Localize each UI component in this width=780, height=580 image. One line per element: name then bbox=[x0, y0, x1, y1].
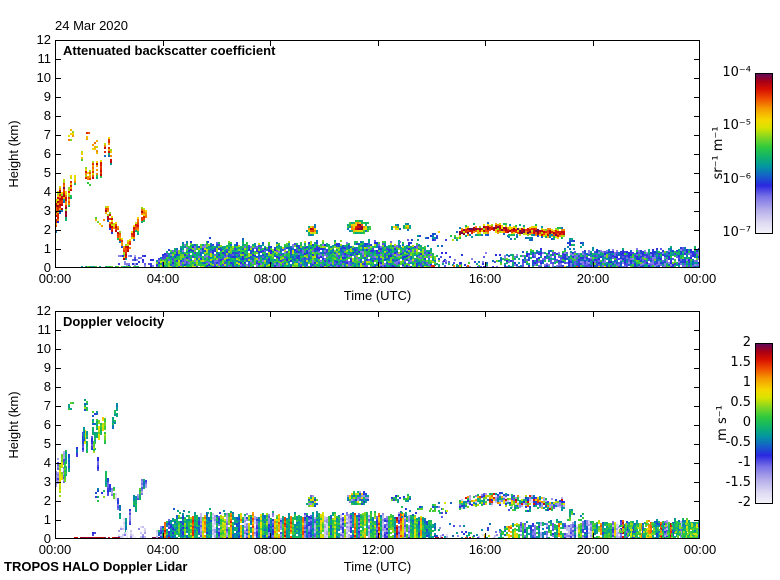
colorbar-tick-label: -1.5 bbox=[725, 475, 751, 490]
y-tick-label: 0 bbox=[43, 260, 51, 275]
colorbar-tick-label: 10⁻⁴ bbox=[722, 65, 751, 80]
y-tick-label: 9 bbox=[43, 89, 51, 104]
colorbar-tick-label: -0.5 bbox=[725, 435, 751, 450]
colorbar-tick-label: 10⁻⁷ bbox=[722, 225, 751, 240]
x-tick-label: 16:00 bbox=[468, 271, 502, 286]
y-tick-label: 6 bbox=[43, 417, 51, 432]
y-tick-label: 8 bbox=[43, 379, 51, 394]
y-tick-label: 5 bbox=[43, 165, 51, 180]
x-tick-label: 00:00 bbox=[38, 542, 72, 557]
x-tick-label: 20:00 bbox=[576, 542, 610, 557]
x-tick-label: 08:00 bbox=[253, 271, 287, 286]
y-tick-label: 10 bbox=[36, 341, 51, 356]
instrument-label: TROPOS HALO Doppler Lidar bbox=[4, 559, 188, 574]
backscatter-panel-title: Attenuated backscatter coefficient bbox=[63, 43, 276, 58]
y-tick-label: 4 bbox=[43, 455, 51, 470]
y-tick-label: 3 bbox=[43, 203, 51, 218]
velocity-heatmap-canvas bbox=[55, 311, 700, 539]
y-tick-label: 2 bbox=[43, 493, 51, 508]
backscatter-colorbar bbox=[755, 73, 773, 234]
y-tick-label: 0 bbox=[43, 531, 51, 546]
date-label: 24 Mar 2020 bbox=[55, 18, 128, 33]
velocity-panel-title: Doppler velocity bbox=[63, 314, 165, 329]
colorbar-tick-label: 0 bbox=[742, 415, 751, 430]
backscatter-heatmap-canvas bbox=[55, 40, 700, 268]
colorbar-tick-label: 1.5 bbox=[730, 355, 751, 370]
y-tick-label: 2 bbox=[43, 222, 51, 237]
colorbar-tick-label: 0.5 bbox=[730, 395, 751, 410]
y-tick-label: 4 bbox=[43, 184, 51, 199]
y-tick-label: 1 bbox=[43, 241, 51, 256]
y-tick-label: 7 bbox=[43, 398, 51, 413]
x-tick-label: 00:00 bbox=[38, 271, 72, 286]
colorbar-tick-label: -2 bbox=[738, 495, 751, 510]
y-tick-label: 7 bbox=[43, 127, 51, 142]
velocity-colorbar bbox=[755, 343, 773, 504]
y-tick-label: 12 bbox=[36, 32, 51, 47]
x-tick-label: 12:00 bbox=[361, 542, 395, 557]
x-tick-label: 16:00 bbox=[468, 542, 502, 557]
colorbar-tick-label: 10⁻⁵ bbox=[722, 118, 751, 133]
velocity-x-axis-label: Time (UTC) bbox=[343, 559, 412, 574]
x-tick-label: 00:00 bbox=[683, 542, 717, 557]
x-tick-label: 04:00 bbox=[146, 542, 180, 557]
y-tick-label: 6 bbox=[43, 146, 51, 161]
y-tick-label: 5 bbox=[43, 436, 51, 451]
y-tick-label: 1 bbox=[43, 512, 51, 527]
y-tick-label: 11 bbox=[37, 51, 52, 66]
velocity-y-axis-label: Height (km) bbox=[6, 391, 21, 459]
x-tick-label: 04:00 bbox=[146, 271, 180, 286]
backscatter-y-axis-label: Height (km) bbox=[6, 120, 21, 188]
y-tick-label: 9 bbox=[43, 360, 51, 375]
backscatter-x-axis-label: Time (UTC) bbox=[343, 288, 412, 303]
x-tick-label: 20:00 bbox=[576, 271, 610, 286]
y-tick-label: 8 bbox=[43, 108, 51, 123]
y-tick-label: 12 bbox=[36, 303, 51, 318]
y-tick-label: 3 bbox=[43, 474, 51, 489]
x-tick-label: 12:00 bbox=[361, 271, 395, 286]
colorbar-tick-label: -1 bbox=[738, 455, 751, 470]
x-tick-label: 00:00 bbox=[683, 271, 717, 286]
x-tick-label: 08:00 bbox=[253, 542, 287, 557]
colorbar-tick-label: 1 bbox=[742, 375, 751, 390]
colorbar-tick-label: 2 bbox=[742, 335, 751, 350]
y-tick-label: 10 bbox=[36, 70, 51, 85]
colorbar-tick-label: 10⁻⁶ bbox=[722, 172, 751, 187]
y-tick-label: 11 bbox=[37, 322, 52, 337]
